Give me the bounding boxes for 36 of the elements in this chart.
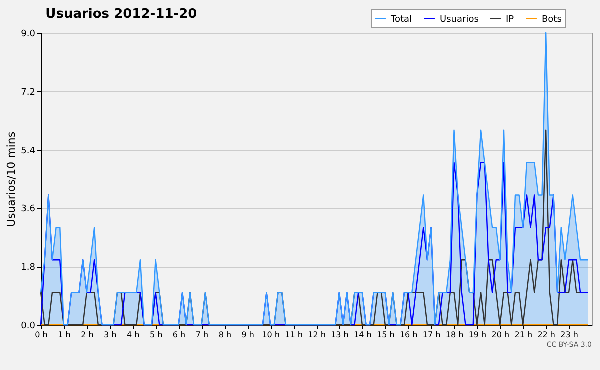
x-tick-label: 13 h xyxy=(331,330,349,340)
x-tick-label: 14 h xyxy=(354,330,372,340)
x-tick-label: 0 h xyxy=(35,330,48,340)
x-tick-label: 11 h xyxy=(285,330,303,340)
chart-title: Usuarios 2012-11-20 xyxy=(46,7,198,22)
x-tick-label: 3 h xyxy=(104,330,117,340)
y-axis-title: Usuarios/10 mins xyxy=(5,132,18,228)
x-tick-label: 20 h xyxy=(492,330,510,340)
x-tick-label: 10 h xyxy=(262,330,280,340)
x-tick-label: 22 h xyxy=(538,330,556,340)
x-tick-label: 6 h xyxy=(172,330,186,340)
x-tick-label: 4 h xyxy=(126,330,140,340)
y-tick-label: 7.2 xyxy=(21,88,36,98)
legend-label: Total xyxy=(390,14,412,25)
x-tick-label: 8 h xyxy=(218,330,232,340)
x-tick-label: 21 h xyxy=(514,330,533,340)
legend-label: IP xyxy=(506,14,515,25)
x-tick-label: 2 h xyxy=(81,330,94,340)
x-tick-label: 12 h xyxy=(308,330,326,340)
legend-label: Usuarios xyxy=(440,14,480,25)
x-tick-label: 5 h xyxy=(150,330,163,340)
y-tick-label: 3.6 xyxy=(21,204,36,215)
x-tick-label: 1 h xyxy=(58,330,71,340)
x-tick-label: 16 h xyxy=(400,330,418,340)
x-tick-label: 7 h xyxy=(196,330,209,340)
x-tick-label: 15 h xyxy=(376,330,395,340)
legend-label: Bots xyxy=(542,14,562,25)
y-tick-label: 0.0 xyxy=(21,322,36,332)
x-tick-label: 18 h xyxy=(446,330,464,340)
x-tick-label: 23 h xyxy=(560,330,578,340)
x-tick-label: 9 h xyxy=(242,330,254,340)
y-tick-label: 5.4 xyxy=(21,146,36,156)
x-tick-label: 19 h xyxy=(468,330,487,340)
y-tick-label: 1.8 xyxy=(21,263,36,274)
x-tick-label: 17 h xyxy=(422,330,441,340)
y-tick-label: 9.0 xyxy=(21,30,36,40)
